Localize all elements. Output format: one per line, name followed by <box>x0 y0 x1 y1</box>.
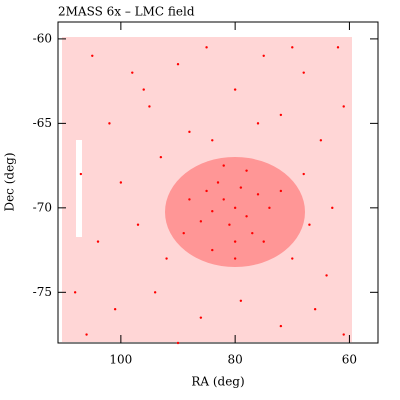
point <box>291 46 294 49</box>
point <box>342 333 345 336</box>
point <box>176 341 180 345</box>
point <box>245 169 248 172</box>
point <box>188 198 191 201</box>
point <box>291 257 294 260</box>
y-tick-label: -70 <box>33 200 52 214</box>
point <box>319 139 323 142</box>
point <box>211 248 214 252</box>
coverage-gap <box>76 140 82 237</box>
point <box>279 324 283 328</box>
point <box>239 299 243 302</box>
y-tick-label: -75 <box>33 285 52 299</box>
coverage-gap <box>352 37 358 137</box>
point <box>233 88 237 91</box>
point <box>205 189 208 193</box>
point <box>91 54 94 57</box>
point <box>325 274 328 277</box>
point <box>182 231 185 235</box>
point <box>176 63 180 66</box>
point <box>119 181 123 184</box>
point <box>279 189 283 193</box>
plot-frame <box>57 21 379 344</box>
point <box>228 223 231 226</box>
point <box>268 206 271 210</box>
point <box>262 54 265 57</box>
point <box>331 206 334 210</box>
point <box>233 257 237 260</box>
point <box>142 88 145 91</box>
x-tick-label: 100 <box>109 353 132 367</box>
point <box>131 71 134 74</box>
point <box>239 186 243 189</box>
point <box>308 223 311 226</box>
point <box>96 240 100 243</box>
point <box>233 240 237 243</box>
point <box>188 130 191 134</box>
point <box>302 172 305 176</box>
point <box>245 215 248 218</box>
chart-title: 2MASS 6x – LMC field <box>58 5 195 19</box>
point <box>279 113 283 117</box>
point <box>256 193 260 196</box>
point <box>262 240 265 243</box>
point <box>199 316 203 319</box>
point <box>85 333 88 336</box>
point <box>233 206 237 210</box>
point <box>108 122 111 125</box>
point <box>205 46 208 49</box>
point <box>256 122 260 125</box>
point <box>216 181 220 184</box>
point <box>165 257 168 260</box>
y-axis-label: Dec (deg) <box>3 152 17 211</box>
survey-footprint <box>62 37 358 342</box>
point <box>251 231 254 235</box>
point <box>73 291 77 294</box>
y-tick-label: -65 <box>33 116 52 130</box>
point <box>113 308 117 311</box>
x-axis-label: RA (deg) <box>191 375 244 389</box>
point <box>222 198 225 201</box>
point <box>199 220 203 223</box>
point <box>153 291 157 294</box>
point <box>222 164 225 167</box>
y-tick-label: -60 <box>33 31 52 45</box>
point <box>148 105 151 108</box>
point <box>211 210 214 213</box>
point <box>211 139 214 142</box>
point <box>136 223 140 226</box>
point <box>313 308 317 311</box>
x-tick-label: 60 <box>342 353 357 367</box>
x-tick-label: 80 <box>228 353 243 367</box>
point <box>342 105 345 108</box>
point <box>159 155 163 159</box>
lmc-core <box>165 157 305 267</box>
point <box>79 172 83 176</box>
point <box>302 71 305 74</box>
point <box>336 46 340 49</box>
